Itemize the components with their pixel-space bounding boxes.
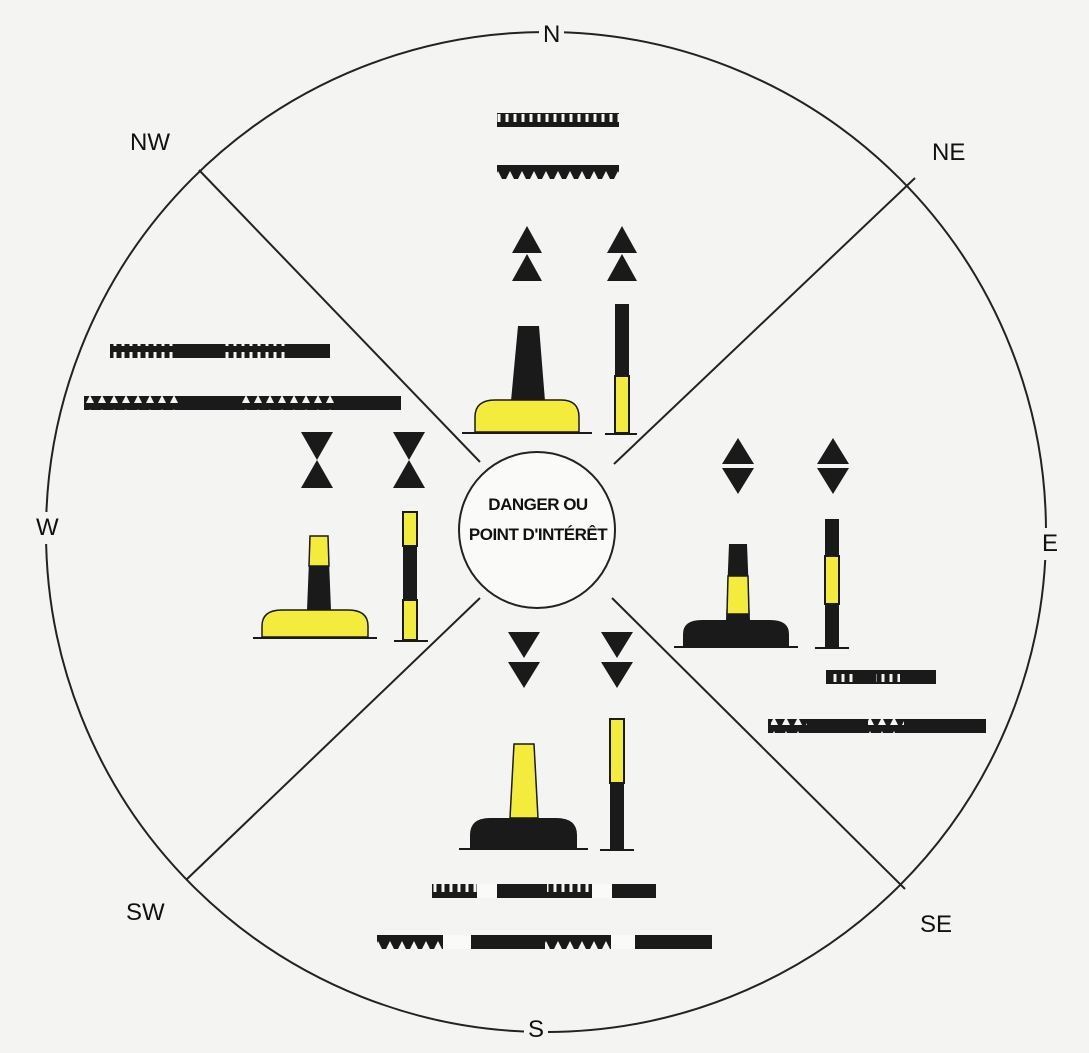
direction-label-s: S (524, 1018, 549, 1042)
south-buoy (459, 743, 588, 850)
north-light-sequence-1 (497, 113, 619, 127)
east-mark-group (674, 438, 986, 733)
direction-label-ne: NE (932, 139, 966, 166)
direction-label-se: SE (920, 911, 953, 938)
north-topmark-spar (607, 226, 637, 281)
sector-line-se (611, 597, 906, 890)
south-light-sequence-1 (432, 884, 656, 898)
east-light-sequence-1 (826, 670, 936, 684)
danger-label-line-1: DANGER OU (488, 495, 588, 514)
east-light-sequence-2 (768, 719, 986, 733)
danger-label-line-2: POINT D'INTÉRÊT (468, 525, 608, 544)
direction-label-nw: NW (130, 129, 170, 156)
direction-label-n: N (539, 23, 565, 47)
north-buoy (462, 326, 592, 434)
west-topmark-buoy (301, 432, 333, 488)
direction-label-sw: SW (126, 899, 165, 926)
danger-circle (458, 451, 616, 609)
west-light-sequence-2 (84, 396, 401, 410)
south-topmark-buoy (508, 632, 540, 688)
east-buoy (674, 544, 798, 648)
sector-line-nw (198, 169, 481, 463)
north-spar (605, 304, 637, 435)
sector-line-sw (185, 597, 481, 881)
south-light-sequence-2 (377, 935, 712, 949)
north-light-sequence-2 (497, 165, 619, 179)
west-light-sequence-1 (110, 344, 330, 358)
south-topmark-spar (601, 632, 633, 688)
south-spar (600, 718, 634, 851)
west-topmark-spar (393, 432, 425, 488)
direction-label-e: E (1040, 528, 1061, 560)
north-topmark-buoy (512, 226, 542, 281)
north-mark-group (462, 113, 637, 435)
east-topmark-buoy (722, 438, 754, 494)
south-mark-group (377, 632, 712, 949)
west-spar (394, 511, 428, 642)
direction-label-w: W (34, 512, 61, 544)
danger-point-label: DANGER OU POINT D'INTÉRÊT (458, 490, 618, 550)
east-topmark-spar (817, 438, 849, 494)
west-buoy (253, 535, 377, 639)
east-spar (815, 519, 849, 649)
west-mark-group (84, 344, 428, 642)
sector-line-ne (613, 177, 916, 465)
